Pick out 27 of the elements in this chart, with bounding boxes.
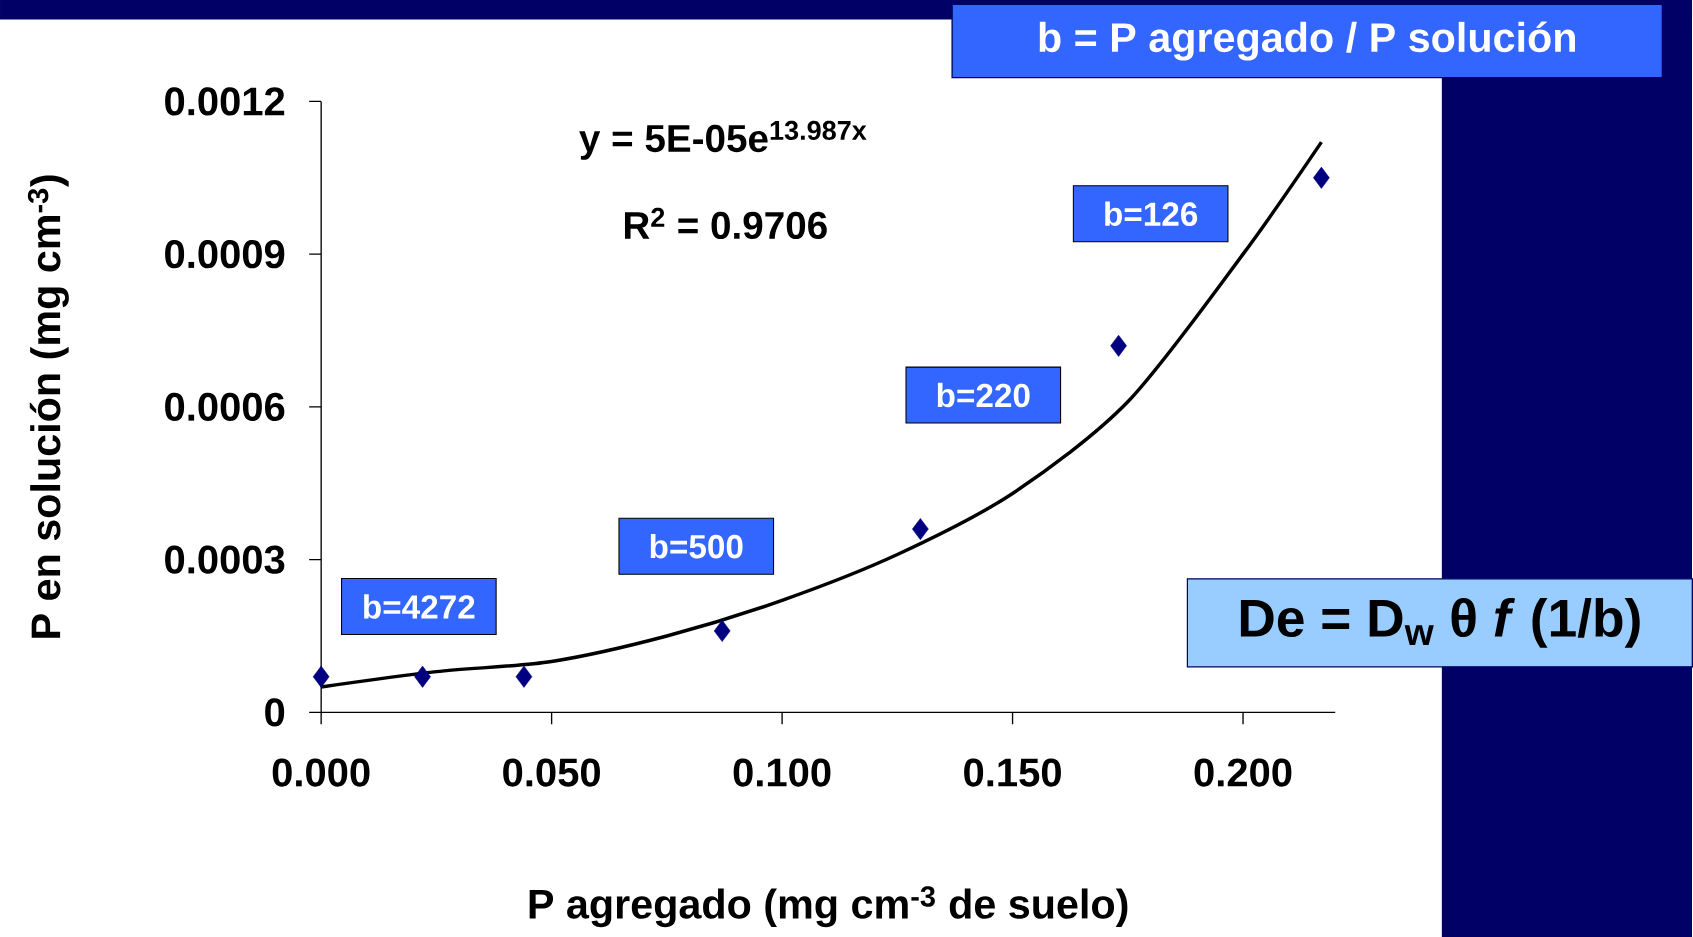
annotation: R$^{2}$ = 0.9706 [624,207,827,239]
y-tick-label: 0.0003 [165,545,285,574]
x-axis-title: P agregado (mg cm$^{-3}$ de suelo) [529,885,1128,927]
point [414,665,431,688]
x-tick-label: 0.200 [1194,758,1292,787]
y-tick-label: 0.0009 [165,239,285,269]
x-tick-label: 0.100 [733,758,831,787]
annotation: b=500 [650,533,743,559]
point [515,665,533,688]
annotation: b=4272 [364,594,475,619]
annotation: y = 5E-05e$^{13.987x}$ [579,120,867,160]
x-tick-label: 0.150 [964,758,1061,787]
point [713,619,731,642]
y-axis-title: P en solución (mg cm$^{-3}$) [27,175,69,638]
point [312,665,330,688]
annotation: b=126 [1105,201,1198,226]
x-tick-label: 0.000 [272,758,370,787]
annotation: De = D$_{w}$ θ f (1/b) [1240,597,1640,648]
y-tick-label: 0.0006 [165,392,285,421]
y-tick-label: 0.0012 [165,87,285,116]
x-tick-label: 0.050 [503,758,600,787]
point [912,517,929,540]
point [1313,166,1330,189]
point [1110,334,1127,357]
y-tick-label: 0 [265,697,285,727]
text: b = P agregado / P solución [1039,21,1575,61]
annotation: b=220 [937,382,1030,408]
